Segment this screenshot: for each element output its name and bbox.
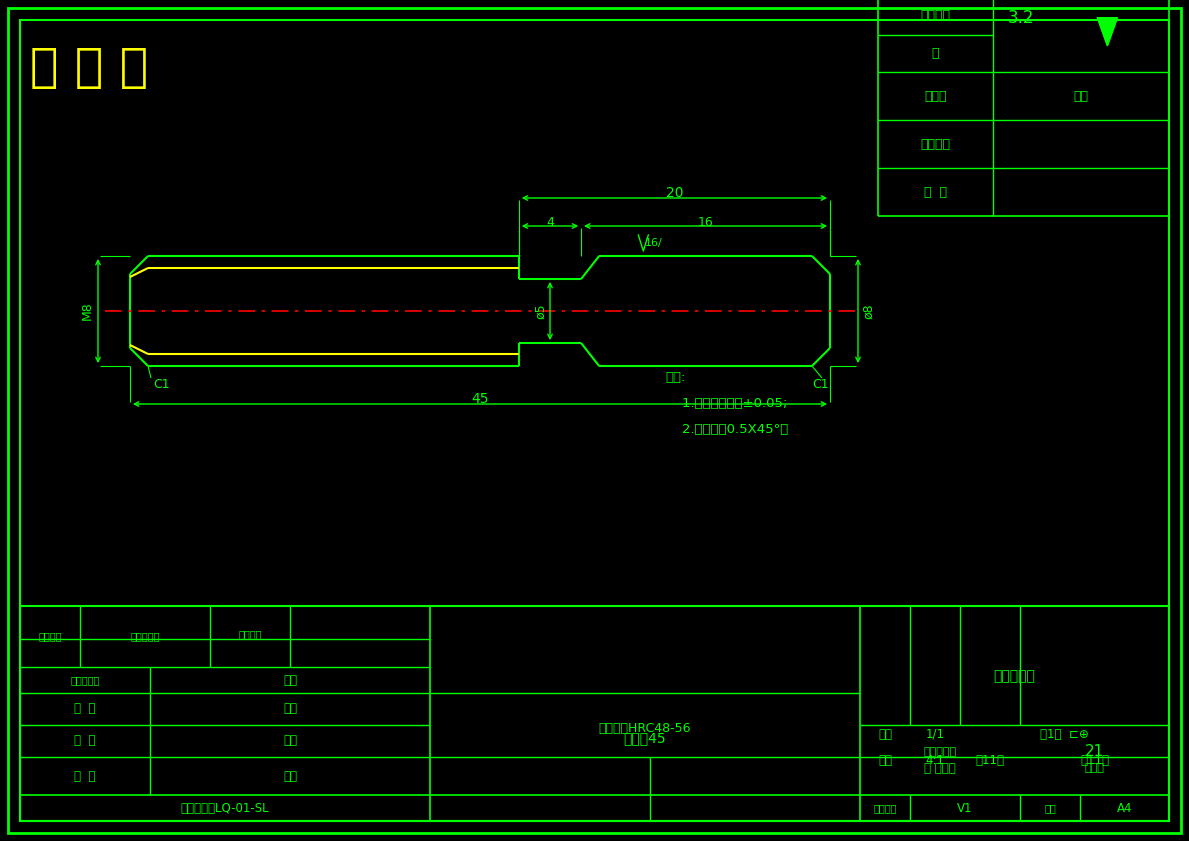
Text: 更改文件号: 更改文件号 <box>131 632 159 642</box>
Text: 焊  接: 焊 接 <box>924 186 946 198</box>
Text: 制  图: 制 图 <box>74 770 96 782</box>
Text: 日期: 日期 <box>283 734 297 748</box>
Text: 限 位 钉: 限 位 钉 <box>30 46 149 91</box>
Text: 4: 4 <box>546 215 554 229</box>
Text: 第11张: 第11张 <box>975 754 1005 766</box>
Text: 日期: 日期 <box>283 702 297 716</box>
Text: 21: 21 <box>1084 744 1105 759</box>
Text: ø5: ø5 <box>534 304 547 319</box>
Text: ø8: ø8 <box>862 304 875 319</box>
Text: 八11张: 八11张 <box>1080 754 1109 766</box>
Text: 45: 45 <box>471 392 489 406</box>
Text: 审  核: 审 核 <box>74 702 96 716</box>
Text: V1: V1 <box>957 801 973 814</box>
Text: 2.未注倒角0.5X45°．: 2.未注倒角0.5X45°． <box>665 423 788 436</box>
Text: 20: 20 <box>666 186 684 200</box>
Text: 日期: 日期 <box>283 674 297 686</box>
Text: 数量: 数量 <box>877 727 892 740</box>
Text: 日期: 日期 <box>283 770 297 782</box>
Text: 数据版本: 数据版本 <box>873 803 897 813</box>
Text: 4:1: 4:1 <box>925 754 944 766</box>
Text: 1.未注尺寸公差±0.05;: 1.未注尺寸公差±0.05; <box>665 397 787 410</box>
Polygon shape <box>1097 18 1118 45</box>
Text: 热处理：HRC48-56: 热处理：HRC48-56 <box>599 722 691 736</box>
Text: 标记处数: 标记处数 <box>38 632 62 642</box>
Bar <box>20 606 1169 821</box>
Text: 签名日期: 签名日期 <box>238 630 262 639</box>
Text: 1/1: 1/1 <box>925 727 944 740</box>
Text: 收包人签字: 收包人签字 <box>70 675 100 685</box>
Text: 16∕: 16∕ <box>644 238 662 248</box>
Text: 注意:: 注意: <box>665 371 685 384</box>
Text: 3.2: 3.2 <box>1008 9 1034 27</box>
Text: 模具编码：LQ-01-SL: 模具编码：LQ-01-SL <box>181 801 270 814</box>
Text: 度: 度 <box>932 47 939 60</box>
Text: A4: A4 <box>1116 801 1132 814</box>
Text: 类 型件名: 类 型件名 <box>924 761 956 775</box>
Text: C1: C1 <box>153 378 170 390</box>
Bar <box>877 0 1169 216</box>
Text: 表面处理: 表面处理 <box>920 137 950 151</box>
Text: M8: M8 <box>81 302 94 320</box>
Text: 塑料碗模具: 塑料碗模具 <box>994 669 1036 684</box>
Text: 校  对: 校 对 <box>74 734 96 748</box>
Text: 比例: 比例 <box>877 754 892 766</box>
Text: 热处理: 热处理 <box>924 89 946 103</box>
Text: 表面粗糙: 表面粗糙 <box>920 9 950 22</box>
Text: C1: C1 <box>812 378 829 390</box>
Text: 图幅: 图幅 <box>1044 803 1056 813</box>
Text: 16: 16 <box>698 215 713 229</box>
Text: 淡火: 淡火 <box>1074 89 1088 103</box>
Text: 第1角  ⊏⊕: 第1角 ⊏⊕ <box>1040 727 1089 740</box>
Text: 模具图件号: 模具图件号 <box>924 747 957 757</box>
Text: 材料：45: 材料：45 <box>624 731 666 745</box>
Text: 限位钉: 限位钉 <box>1084 763 1105 773</box>
